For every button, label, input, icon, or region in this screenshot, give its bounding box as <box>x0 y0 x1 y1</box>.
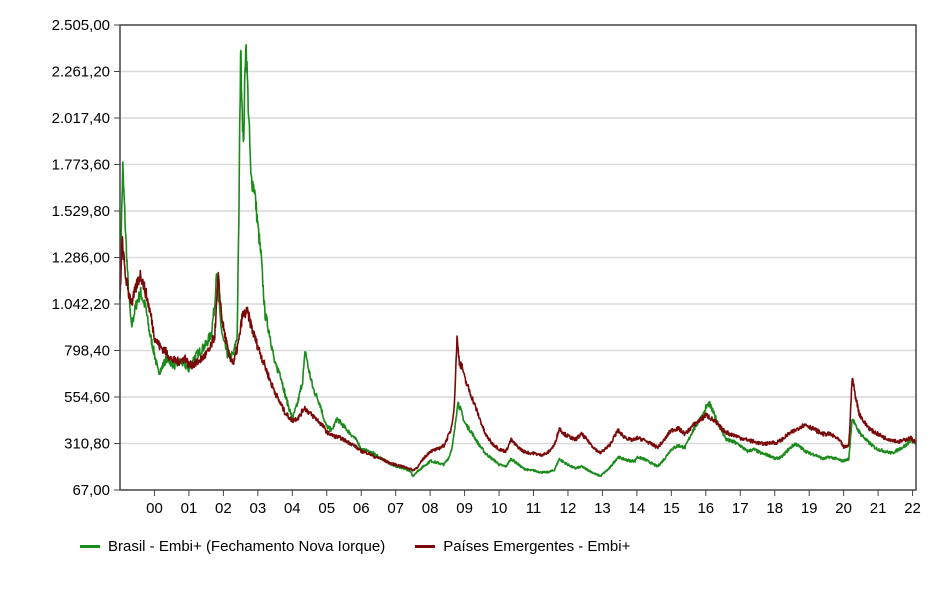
x-tick-label: 01 <box>181 500 198 517</box>
x-tick-label: 00 <box>146 500 163 517</box>
series-line-emergentes <box>119 236 917 472</box>
x-tick-label: 05 <box>318 500 335 517</box>
legend-label-emergentes: Países Emergentes - Embi+ <box>443 538 631 555</box>
legend-item-brasil: Brasil - Embi+ (Fechamento Nova Iorque) <box>80 538 385 555</box>
x-tick-label: 10 <box>491 500 508 517</box>
x-tick-label: 18 <box>766 500 783 517</box>
x-tick-label: 07 <box>387 500 404 517</box>
legend-item-emergentes: Países Emergentes - Embi+ <box>415 538 630 555</box>
x-tick-label: 14 <box>629 500 646 517</box>
x-tick-label: 20 <box>835 500 852 517</box>
x-tick-label: 12 <box>560 500 577 517</box>
y-tick-label: 2.261,20 <box>52 64 110 81</box>
legend-swatch-brasil <box>80 545 100 548</box>
x-tick-label: 02 <box>215 500 232 517</box>
x-tick-label: 06 <box>353 500 370 517</box>
x-tick-label: 13 <box>594 500 611 517</box>
x-tick-label: 21 <box>870 500 887 517</box>
y-tick-label: 310,80 <box>64 436 110 453</box>
x-tick-label: 04 <box>284 500 301 517</box>
legend-swatch-emergentes <box>415 545 436 548</box>
x-tick-label: 11 <box>526 500 542 517</box>
x-tick-label: 15 <box>663 500 680 517</box>
y-tick-label: 2.505,00 <box>52 17 110 34</box>
legend: Brasil - Embi+ (Fechamento Nova Iorque) … <box>80 538 660 555</box>
x-tick-label: 22 <box>904 500 921 517</box>
x-tick-label: 19 <box>801 500 818 517</box>
series-line-brasil <box>119 44 917 478</box>
x-tick-label: 08 <box>422 500 439 517</box>
grid-lines <box>120 70 916 445</box>
series-lines <box>119 44 917 478</box>
y-axis-ticks: 67,00 310,80 554,60 798,40 1.042,20 1.286,00 1… <box>52 17 120 499</box>
y-tick-label: 554,60 <box>64 389 110 406</box>
chart: 67,00 310,80 554,60 798,40 1.042,20 1.286,00 1… <box>52 17 921 517</box>
y-tick-label: 1.042,20 <box>52 296 110 313</box>
y-tick-label: 1.286,00 <box>52 250 110 267</box>
y-tick-label: 798,40 <box>64 343 110 360</box>
y-tick-label: 2.017,40 <box>52 110 110 127</box>
x-tick-label: 17 <box>732 500 749 517</box>
y-tick-label: 1.529,80 <box>52 203 110 220</box>
y-tick-label: 1.773,60 <box>52 157 110 174</box>
x-tick-label: 03 <box>249 500 266 517</box>
x-tick-label: 16 <box>697 500 714 517</box>
x-tick-label: 09 <box>456 500 473 517</box>
x-axis-ticks: 00 01 02 03 04 05 06 07 08 09 10 11 12 13 14 15 16 17 18 19… <box>146 490 921 517</box>
y-tick-label: 67,00 <box>72 482 110 499</box>
legend-label-brasil: Brasil - Embi+ (Fechamento Nova Iorque) <box>108 538 386 555</box>
